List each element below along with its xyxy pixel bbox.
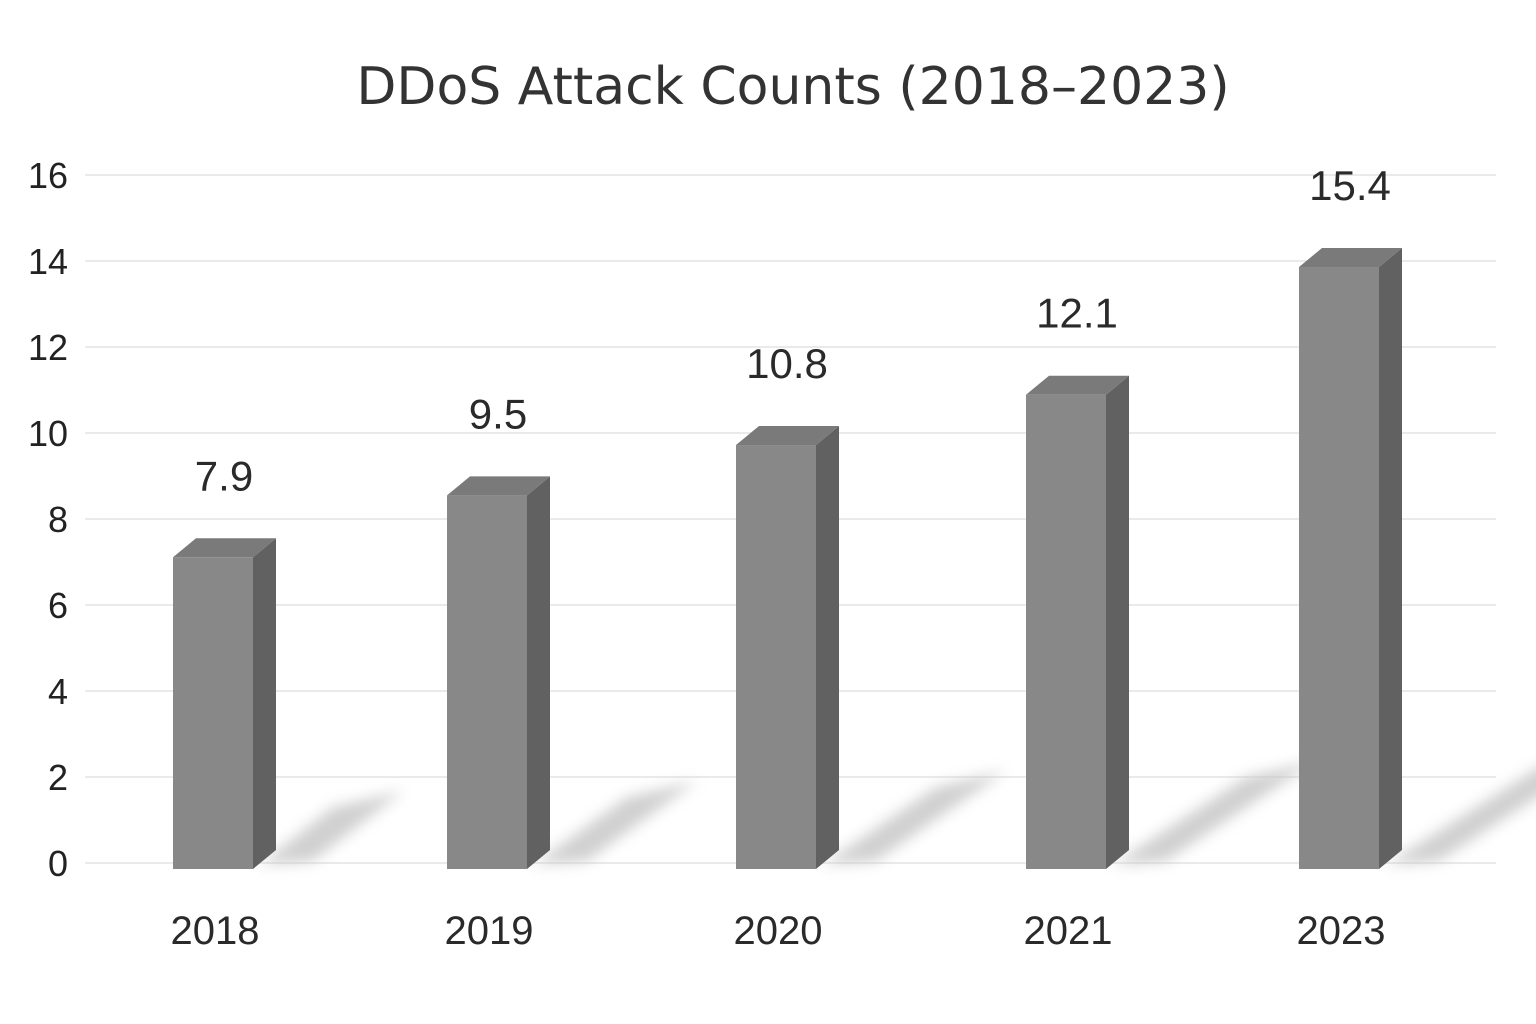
y-tick-label: 0 <box>48 843 68 884</box>
bar-2020 <box>736 426 839 869</box>
data-label-2020: 10.8 <box>746 340 828 387</box>
bar-front-face <box>1299 267 1379 869</box>
bar-shadow-2019 <box>533 781 697 865</box>
x-tick-label-2018: 2018 <box>171 909 260 953</box>
bar-shadows <box>259 761 1536 865</box>
bar-2019 <box>447 476 550 869</box>
y-tick-label: 6 <box>48 585 68 626</box>
bar-front-face <box>736 445 816 869</box>
x-tick-label-2020: 2020 <box>734 909 823 953</box>
bars <box>173 248 1402 869</box>
y-tick-label: 2 <box>48 757 68 798</box>
bar-side-face <box>816 426 839 869</box>
bar-side-face <box>253 538 276 869</box>
bar-front-face <box>173 557 253 869</box>
bar-top-face <box>173 538 276 558</box>
bar-side-face <box>1379 248 1402 869</box>
bar-shadow-2021 <box>1112 761 1316 865</box>
bar-top-face <box>736 426 839 446</box>
x-tick-label-2023: 2023 <box>1297 909 1386 953</box>
bar-top-face <box>1299 248 1402 268</box>
bar-shadow-2018 <box>259 791 403 865</box>
data-label-2023: 15.4 <box>1309 162 1391 209</box>
bar-2018 <box>173 538 276 869</box>
x-axis: 2018 2019 2020 2021 2023 <box>171 909 1386 953</box>
data-labels: 7.9 9.5 10.8 12.1 15.4 <box>195 162 1391 499</box>
chart-title: DDoS Attack Counts (2018–2023) <box>356 57 1229 117</box>
bar-shadow-2023 <box>1385 768 1536 865</box>
data-label-2018: 7.9 <box>195 452 253 499</box>
y-tick-label: 4 <box>48 671 68 712</box>
y-tick-label: 16 <box>28 155 68 196</box>
bar-top-face <box>1026 375 1129 395</box>
bar-side-face <box>527 476 550 869</box>
x-tick-label-2021: 2021 <box>1024 909 1113 953</box>
x-tick-label-2019: 2019 <box>445 909 534 953</box>
y-tick-label: 10 <box>28 413 68 454</box>
bar-front-face <box>1026 394 1106 869</box>
bar-shadow-2020 <box>822 771 1006 865</box>
bar-side-face <box>1106 375 1129 869</box>
bar-2023 <box>1299 248 1402 869</box>
data-label-2021: 12.1 <box>1036 290 1118 337</box>
bar-top-face <box>447 476 550 496</box>
y-tick-label: 8 <box>48 499 68 540</box>
y-tick-label: 12 <box>28 327 68 368</box>
data-label-2019: 9.5 <box>469 390 527 437</box>
y-axis: 0 2 4 6 8 10 12 14 16 <box>28 155 68 884</box>
y-tick-label: 14 <box>28 241 68 282</box>
bar-2021 <box>1026 375 1129 869</box>
bar-front-face <box>447 495 527 869</box>
